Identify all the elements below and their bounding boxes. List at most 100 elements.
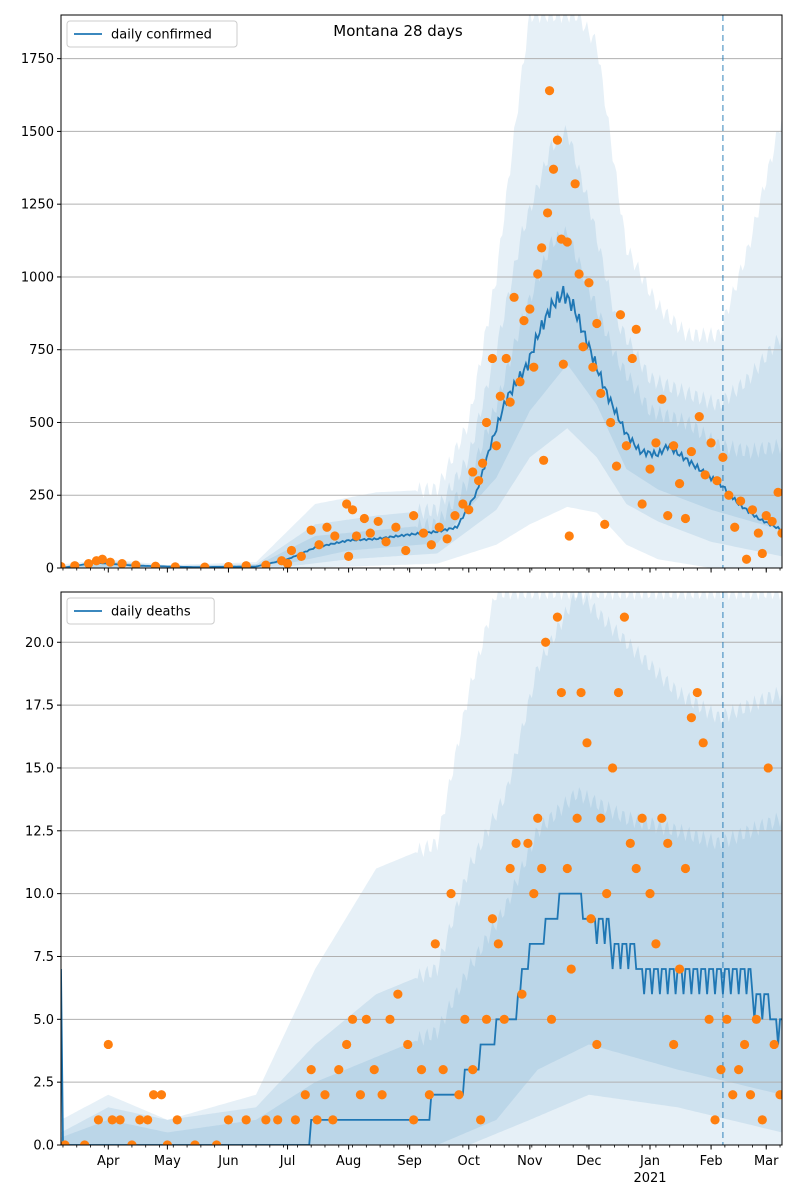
data-point <box>150 561 161 568</box>
data-point <box>686 713 696 723</box>
data-point <box>674 964 685 974</box>
x-tick-label: May <box>154 1154 181 1169</box>
data-point <box>495 391 505 401</box>
data-point <box>377 1090 387 1100</box>
data-point <box>393 989 403 999</box>
data-point <box>602 889 612 899</box>
data-point <box>306 1064 316 1075</box>
x-tick-label: Sep <box>397 1154 422 1169</box>
data-point <box>686 446 696 457</box>
band-outer <box>61 592 782 1145</box>
data-point <box>680 863 691 874</box>
data-point <box>475 1115 486 1125</box>
data-point <box>611 461 622 471</box>
data-point <box>261 560 271 568</box>
data-point <box>613 687 624 698</box>
data-point <box>607 763 618 773</box>
x-tick-label: Mar <box>754 1154 779 1169</box>
x-tick-label: Feb <box>700 1154 723 1169</box>
y-tick-label: 7.5 <box>33 950 54 965</box>
data-point <box>747 505 758 515</box>
data-point <box>290 1115 301 1125</box>
y-tick-label: 500 <box>29 416 54 431</box>
data-point <box>663 838 673 848</box>
y-tick-label: 10.0 <box>25 887 54 902</box>
data-point <box>464 505 474 515</box>
data-point <box>487 914 498 924</box>
data-point <box>401 545 411 556</box>
data-point <box>438 1064 448 1075</box>
data-point <box>680 513 691 524</box>
data-point <box>523 838 533 848</box>
y-tick-label: 20.0 <box>25 636 54 651</box>
data-point <box>564 531 574 541</box>
data-point <box>143 1115 153 1125</box>
data-point <box>586 914 596 924</box>
data-point <box>162 1140 172 1145</box>
data-point <box>499 1014 509 1024</box>
data-point <box>442 534 452 544</box>
data-point <box>757 548 767 559</box>
data-point <box>615 310 626 320</box>
data-point <box>365 528 375 538</box>
data-point <box>546 1014 557 1024</box>
x-year-label: 2021 <box>633 1171 666 1186</box>
data-point <box>631 324 641 334</box>
observed-points <box>61 86 782 568</box>
data-point <box>574 269 584 279</box>
data-point <box>537 863 547 874</box>
data-point <box>529 889 539 899</box>
data-point <box>481 1014 492 1024</box>
data-point <box>596 813 606 823</box>
data-point <box>385 1014 395 1024</box>
confirmed-chart-panel: 0 250 500 750 1000 1250 1500 1750 daily confirme… <box>21 14 783 577</box>
data-point <box>529 362 539 372</box>
data-point <box>330 531 340 541</box>
data-point <box>753 528 763 538</box>
data-point <box>190 1140 200 1145</box>
data-point <box>93 1115 104 1125</box>
data-point <box>692 687 702 698</box>
data-point <box>544 86 555 96</box>
data-point <box>741 554 752 564</box>
data-point <box>767 516 777 527</box>
data-point <box>261 1115 271 1125</box>
band-inner <box>61 787 782 1145</box>
data-point <box>286 545 297 556</box>
x-tick-label: Aug <box>336 1154 361 1169</box>
data-point <box>491 441 501 451</box>
data-point <box>418 528 429 538</box>
data-point <box>576 687 586 698</box>
data-point <box>669 1039 679 1050</box>
legend-box <box>66 20 238 48</box>
data-point <box>775 1090 782 1100</box>
data-point <box>61 1140 70 1145</box>
data-point <box>148 1090 159 1100</box>
data-point <box>625 838 635 848</box>
band-mid <box>61 125 782 568</box>
uncertainty-bands <box>61 592 782 1145</box>
data-point <box>458 499 468 509</box>
data-point <box>728 1090 738 1100</box>
data-point <box>446 889 456 899</box>
data-point <box>306 525 316 535</box>
data-point <box>426 540 436 550</box>
data-point <box>80 1140 90 1145</box>
data-point <box>212 1140 222 1145</box>
y-tick-label: 1500 <box>21 125 54 140</box>
data-point <box>223 561 234 568</box>
data-point <box>663 511 673 521</box>
data-point <box>631 863 641 874</box>
data-point <box>558 359 568 369</box>
data-point <box>97 554 107 564</box>
data-point <box>200 562 210 568</box>
data-point <box>505 863 515 874</box>
data-point <box>537 243 547 253</box>
data-point <box>541 637 551 647</box>
data-point <box>434 522 444 532</box>
data-point <box>712 476 722 486</box>
data-point <box>657 394 667 404</box>
data-point <box>103 1039 113 1050</box>
data-point <box>724 490 734 500</box>
data-point <box>241 561 251 568</box>
